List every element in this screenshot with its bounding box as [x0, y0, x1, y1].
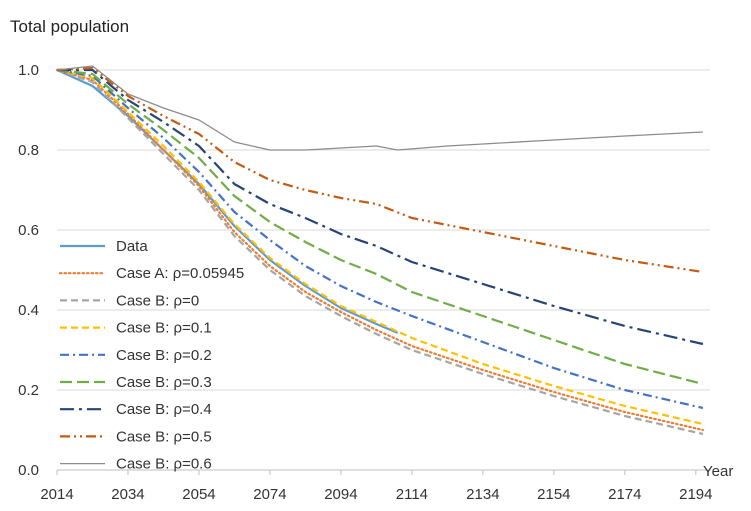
axes: 0.0 0.2 0.4 0.6 0.8 1.0 2014 2034 2054 2074 2094 21…	[18, 62, 712, 503]
legend-label-case-b-0-4: Case B: ρ=0.4	[116, 401, 212, 418]
gridlines	[57, 69, 710, 391]
series-line-case-a-0-05945	[55, 68, 704, 432]
legend-label-data: Data	[116, 238, 148, 255]
series-line-case-b-0-2	[56, 68, 704, 410]
series-line-case-b-0-3	[56, 68, 704, 386]
legend-label-case-b-0-2: Case B: ρ=0.2	[116, 347, 212, 364]
series-line-data	[56, 68, 399, 334]
x-tick-label: 2074	[253, 486, 286, 503]
legend-label-case-b-0-6: Case B: ρ=0.6	[116, 456, 212, 473]
y-tick-label: 1.0	[18, 62, 39, 79]
series-line-case-b-0-5	[56, 66, 704, 274]
legend-label-case-a-0-05945: Case A: ρ=0.05945	[116, 265, 244, 282]
y-axis-label: Total population	[10, 17, 129, 36]
x-tick-label: 2134	[466, 486, 499, 503]
x-tick-label: 2094	[324, 486, 357, 503]
x-tick-label: 2174	[608, 486, 641, 503]
legend-label-case-b-0-5: Case B: ρ=0.5	[116, 428, 212, 445]
x-tick-label: 2034	[111, 486, 144, 503]
legend-label-case-b-0: Case B: ρ=0	[116, 292, 199, 309]
y-tick-label: 0.0	[18, 462, 39, 479]
series-line-case-b-0-6	[56, 65, 703, 151]
x-tick-label: 2194	[679, 486, 712, 503]
series-line-case-b-0-4	[57, 68, 704, 346]
legend-label-case-b-0-3: Case B: ρ=0.3	[116, 374, 212, 391]
x-tick-label: 2014	[40, 486, 73, 503]
y-tick-label: 0.2	[18, 382, 39, 399]
y-tick-label: 0.6	[18, 222, 39, 239]
series-line-case-b-0-1	[56, 68, 704, 426]
x-tick-label: 2154	[537, 486, 570, 503]
legend-label-case-b-0-1: Case B: ρ=0.1	[116, 320, 212, 337]
x-axis-label: Year	[703, 463, 733, 480]
x-tick-label: 2054	[182, 486, 215, 503]
y-tick-label: 0.4	[18, 302, 39, 319]
legend: Data Case A: ρ=0.05945 Case B: ρ=0 Case B: …	[58, 238, 244, 473]
series-lines	[55, 65, 704, 436]
y-tick-label: 0.8	[18, 142, 39, 159]
x-tick-label: 2114	[396, 486, 428, 503]
series-line-case-b-0	[56, 68, 704, 436]
